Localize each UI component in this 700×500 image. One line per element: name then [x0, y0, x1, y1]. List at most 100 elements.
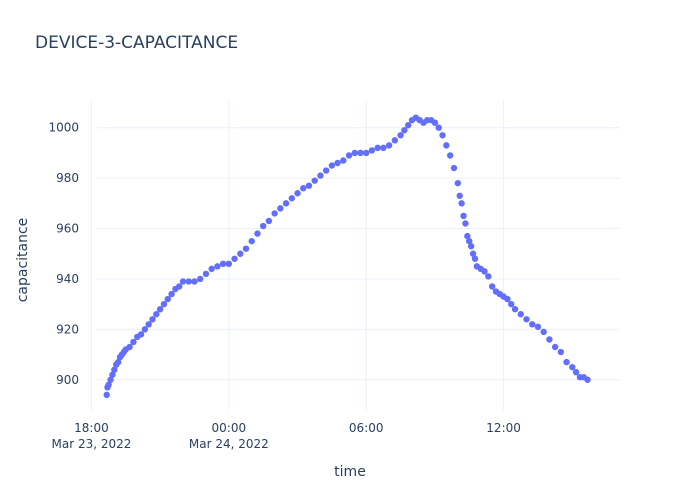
- data-point: [363, 149, 370, 157]
- data-point: [546, 336, 553, 343]
- x-tick-label: 12:00: [486, 421, 521, 435]
- x-tick-sublabel: Mar 23, 2022: [51, 437, 131, 451]
- data-point: [368, 147, 376, 154]
- data-point: [288, 195, 296, 202]
- data-point: [380, 144, 387, 152]
- data-point: [464, 232, 471, 240]
- data-point: [462, 220, 469, 227]
- data-point: [466, 237, 473, 245]
- data-point: [540, 328, 547, 336]
- data-point: [481, 268, 488, 275]
- data-point: [294, 190, 301, 197]
- data-point: [446, 152, 454, 159]
- data-point: [511, 305, 519, 313]
- data-point: [126, 343, 133, 351]
- data-points: [103, 114, 591, 399]
- y-tick-label: 960: [56, 222, 79, 236]
- data-point: [271, 210, 278, 217]
- data-point: [277, 205, 284, 212]
- data-point: [523, 316, 530, 323]
- data-point: [130, 338, 137, 346]
- data-point: [141, 326, 149, 333]
- data-point: [311, 177, 318, 184]
- data-point: [259, 222, 267, 230]
- data-point: [439, 132, 446, 139]
- data-point: [374, 144, 381, 152]
- y-tick-label: 940: [56, 272, 79, 286]
- data-point: [137, 331, 145, 338]
- y-tick-label: 920: [56, 322, 79, 336]
- data-point: [185, 278, 192, 285]
- data-point: [456, 192, 463, 199]
- data-point: [149, 316, 156, 323]
- data-point: [242, 245, 250, 252]
- data-point: [454, 179, 462, 187]
- data-point: [385, 142, 393, 149]
- data-point: [168, 290, 175, 298]
- data-point: [197, 275, 204, 283]
- data-point: [504, 295, 511, 303]
- data-point: [105, 381, 112, 388]
- x-tick-label: 00:00: [212, 421, 247, 435]
- data-point: [458, 200, 465, 207]
- y-axis-ticks: 900 920 940 960 980 1000: [48, 121, 79, 387]
- data-point: [529, 321, 536, 328]
- data-point: [431, 119, 439, 126]
- data-point: [114, 358, 122, 366]
- data-point: [485, 273, 492, 280]
- chart-title: DEVICE-3-CAPACITANCE: [35, 33, 239, 53]
- data-point: [534, 323, 542, 331]
- data-point: [508, 300, 515, 308]
- data-point: [111, 366, 118, 373]
- data-point: [179, 278, 187, 285]
- x-tick-label: 18:00: [74, 421, 109, 435]
- data-point: [401, 127, 408, 134]
- x-axis-ticks: 18:00 Mar 23, 2022 00:00 Mar 24, 2022 06:00 1…: [51, 421, 520, 451]
- data-point: [109, 371, 116, 378]
- data-point: [214, 263, 221, 270]
- data-point: [328, 162, 336, 169]
- data-point: [164, 295, 171, 303]
- data-point: [584, 376, 591, 383]
- data-point: [351, 149, 358, 157]
- x-tick-label: 06:00: [349, 421, 384, 435]
- data-point: [107, 376, 114, 383]
- data-point: [237, 250, 244, 257]
- data-point: [391, 137, 399, 144]
- data-point: [563, 358, 570, 366]
- data-point: [265, 217, 273, 225]
- data-point: [191, 278, 198, 285]
- data-point: [435, 124, 442, 131]
- data-point: [231, 255, 238, 262]
- data-point: [282, 200, 290, 207]
- data-point: [450, 164, 458, 172]
- data-point: [300, 185, 307, 192]
- data-point: [517, 311, 524, 318]
- data-point: [156, 305, 164, 313]
- grid: [90, 100, 620, 410]
- data-point: [145, 321, 152, 328]
- data-point: [322, 167, 330, 174]
- data-point: [334, 159, 341, 167]
- y-axis-title: capacitance: [15, 218, 31, 303]
- data-point: [488, 283, 496, 290]
- x-tick-sublabel: Mar 24, 2022: [189, 437, 269, 451]
- data-point: [219, 260, 227, 268]
- data-point: [254, 230, 261, 237]
- data-point: [340, 157, 347, 164]
- data-point: [225, 260, 233, 268]
- data-point: [208, 265, 215, 273]
- data-point: [160, 300, 168, 308]
- y-tick-label: 900: [56, 373, 79, 387]
- data-point: [153, 311, 160, 318]
- data-point: [557, 348, 565, 356]
- data-point: [305, 182, 313, 189]
- data-point: [443, 142, 450, 149]
- data-point: [103, 391, 110, 399]
- data-point: [569, 363, 576, 371]
- data-point: [345, 152, 353, 159]
- data-point: [551, 343, 559, 351]
- data-point: [469, 250, 477, 257]
- data-point: [467, 242, 475, 250]
